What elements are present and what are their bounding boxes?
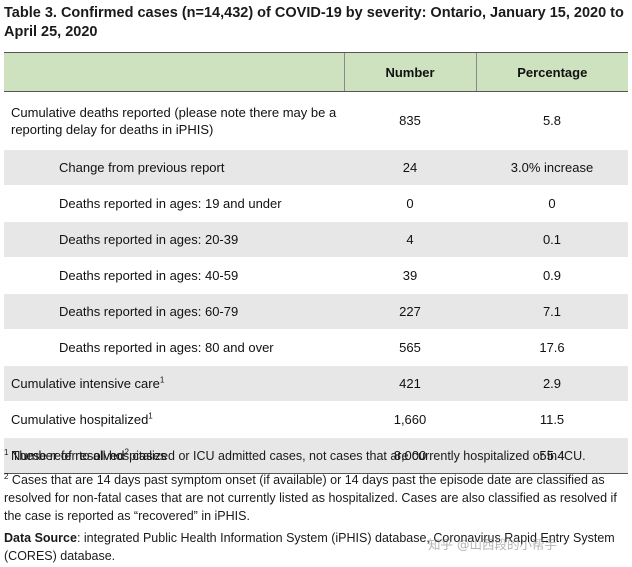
row-number: 421: [344, 365, 476, 402]
table-row: Deaths reported in ages: 80 and over 565…: [4, 329, 628, 366]
footnote-ref: 2: [124, 447, 129, 457]
row-percentage: 7.1: [476, 293, 628, 330]
row-label: Deaths reported in ages: 80 and over: [4, 329, 344, 366]
row-label: Number of resolved2 cases: [4, 437, 344, 474]
row-label: Change from previous report: [4, 149, 344, 186]
row-label: Deaths reported in ages: 20-39: [4, 221, 344, 258]
row-percentage: 0: [476, 185, 628, 222]
table-row: Change from previous report 24 3.0% incr…: [4, 149, 628, 186]
row-number: 8,000: [344, 437, 476, 474]
row-percentage: 11.5: [476, 401, 628, 438]
row-percentage: 5.8: [476, 91, 628, 150]
table-row: Cumulative hospitalized1 1,660 11.5: [4, 401, 628, 438]
data-source-label: Data Source: [4, 531, 77, 545]
watermark: 知乎 @山西段的小帮手: [428, 537, 557, 552]
row-percentage: 0.1: [476, 221, 628, 258]
table-row: Number of resolved2 cases 8,000 55.4: [4, 437, 628, 474]
row-percentage: 2.9: [476, 365, 628, 402]
footnote-ref: 1: [148, 411, 153, 421]
row-label: Cumulative hospitalized1: [4, 401, 344, 438]
row-label: Cumulative deaths reported (please note …: [4, 91, 344, 150]
row-label: Deaths reported in ages: 40-59: [4, 257, 344, 294]
header-number: Number: [343, 52, 476, 92]
footnote-1: 1 These refer to all hospitalized or ICU…: [4, 447, 586, 463]
header-label-cell: [4, 52, 344, 92]
row-percentage: 0.9: [476, 257, 628, 294]
table-title: Table 3. Confirmed cases (n=14,432) of C…: [4, 5, 624, 40]
header-percentage: Percentage: [475, 52, 628, 92]
header-row: Number Percentage: [4, 52, 628, 92]
table-row: Deaths reported in ages: 40-59 39 0.9: [4, 257, 628, 294]
row-number: 1,660: [344, 401, 476, 438]
table-row: Deaths reported in ages: 60-79 227 7.1: [4, 293, 628, 330]
table-row: Deaths reported in ages: 20-39 4 0.1: [4, 221, 628, 258]
row-label: Cumulative intensive care1: [4, 365, 344, 402]
row-number: 0: [344, 185, 476, 222]
severity-table: Number Percentage Cumulative deaths repo…: [4, 52, 628, 474]
data-source: Data Source: integrated Public Health In…: [4, 529, 626, 565]
footnote-mark: 2: [4, 471, 9, 481]
row-number: 24: [344, 149, 476, 186]
row-label: Deaths reported in ages: 60-79: [4, 293, 344, 330]
footnote-mark: 1: [4, 447, 9, 457]
row-number: 4: [344, 221, 476, 258]
footnote-ref: 1: [159, 375, 165, 385]
row-percentage: 3.0% increase: [476, 149, 628, 186]
row-number: 565: [344, 329, 476, 366]
row-number: 227: [344, 293, 476, 330]
row-percentage: 55.4: [476, 437, 628, 474]
row-number: 835: [344, 91, 476, 150]
table-row: Cumulative intensive care1 421 2.9: [4, 365, 628, 402]
row-number: 39: [344, 257, 476, 294]
data-source-text: : integrated Public Health Information S…: [4, 531, 615, 563]
row-label: Deaths reported in ages: 19 and under: [4, 185, 344, 222]
row-percentage: 17.6: [476, 329, 628, 366]
table-row: Cumulative deaths reported (please note …: [4, 91, 628, 150]
table-row: Deaths reported in ages: 19 and under 0 …: [4, 185, 628, 222]
footnote-2: 2 Cases that are 14 days past symptom on…: [4, 471, 617, 523]
